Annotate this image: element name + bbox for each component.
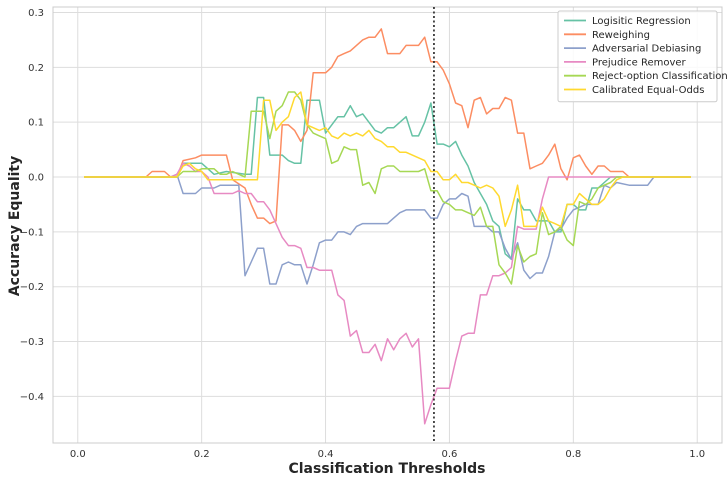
legend-label: Reweighing <box>592 30 650 41</box>
y-tick-label: 0.1 <box>28 118 44 129</box>
x-tick-label: 0.6 <box>441 449 457 460</box>
series-line-2 <box>84 173 691 285</box>
legend: Logisitic Regression Reweighing Adversaria… <box>557 10 728 103</box>
y-tick-label: −0.4 <box>20 392 44 403</box>
series-line-4 <box>84 91 691 285</box>
x-axis-ticks: 0.0 0.2 0.4 0.6 0.8 1.0 <box>70 449 705 460</box>
y-axis-title: Accuracy Equality <box>7 156 23 296</box>
y-tick-label: 0.2 <box>28 63 44 74</box>
x-tick-label: 0.0 <box>70 449 86 460</box>
x-axis-title: Classification Thresholds <box>288 461 485 477</box>
series-layer <box>84 28 691 425</box>
legend-label: Logisitic Regression <box>592 16 691 27</box>
legend-label: Calibrated Equal-Odds <box>592 85 704 96</box>
y-tick-label: 0.3 <box>28 8 44 19</box>
x-tick-label: 0.2 <box>194 449 210 460</box>
plot-border <box>52 6 723 444</box>
plot-frame <box>52 6 723 444</box>
y-tick-label: 0.0 <box>28 173 44 184</box>
y-tick-label: −0.2 <box>20 282 44 293</box>
series-line-3 <box>84 162 691 425</box>
y-tick-label: −0.1 <box>20 227 44 238</box>
legend-label: Reject-option Classification <box>592 71 728 82</box>
y-tick-label: −0.3 <box>20 337 44 348</box>
x-tick-label: 0.4 <box>318 449 334 460</box>
series-line-0 <box>84 96 691 261</box>
series-line-5 <box>84 91 691 228</box>
legend-box <box>557 10 718 103</box>
series-line-1 <box>84 28 691 225</box>
legend-label: Adversarial Debiasing <box>592 44 701 55</box>
y-axis-ticks: −0.4 −0.3 −0.2 −0.1 0.0 0.1 0.2 0.3 <box>20 8 44 403</box>
legend-label: Prejudice Remover <box>592 57 687 68</box>
x-tick-label: 0.8 <box>565 449 581 460</box>
x-tick-label: 1.0 <box>689 449 705 460</box>
